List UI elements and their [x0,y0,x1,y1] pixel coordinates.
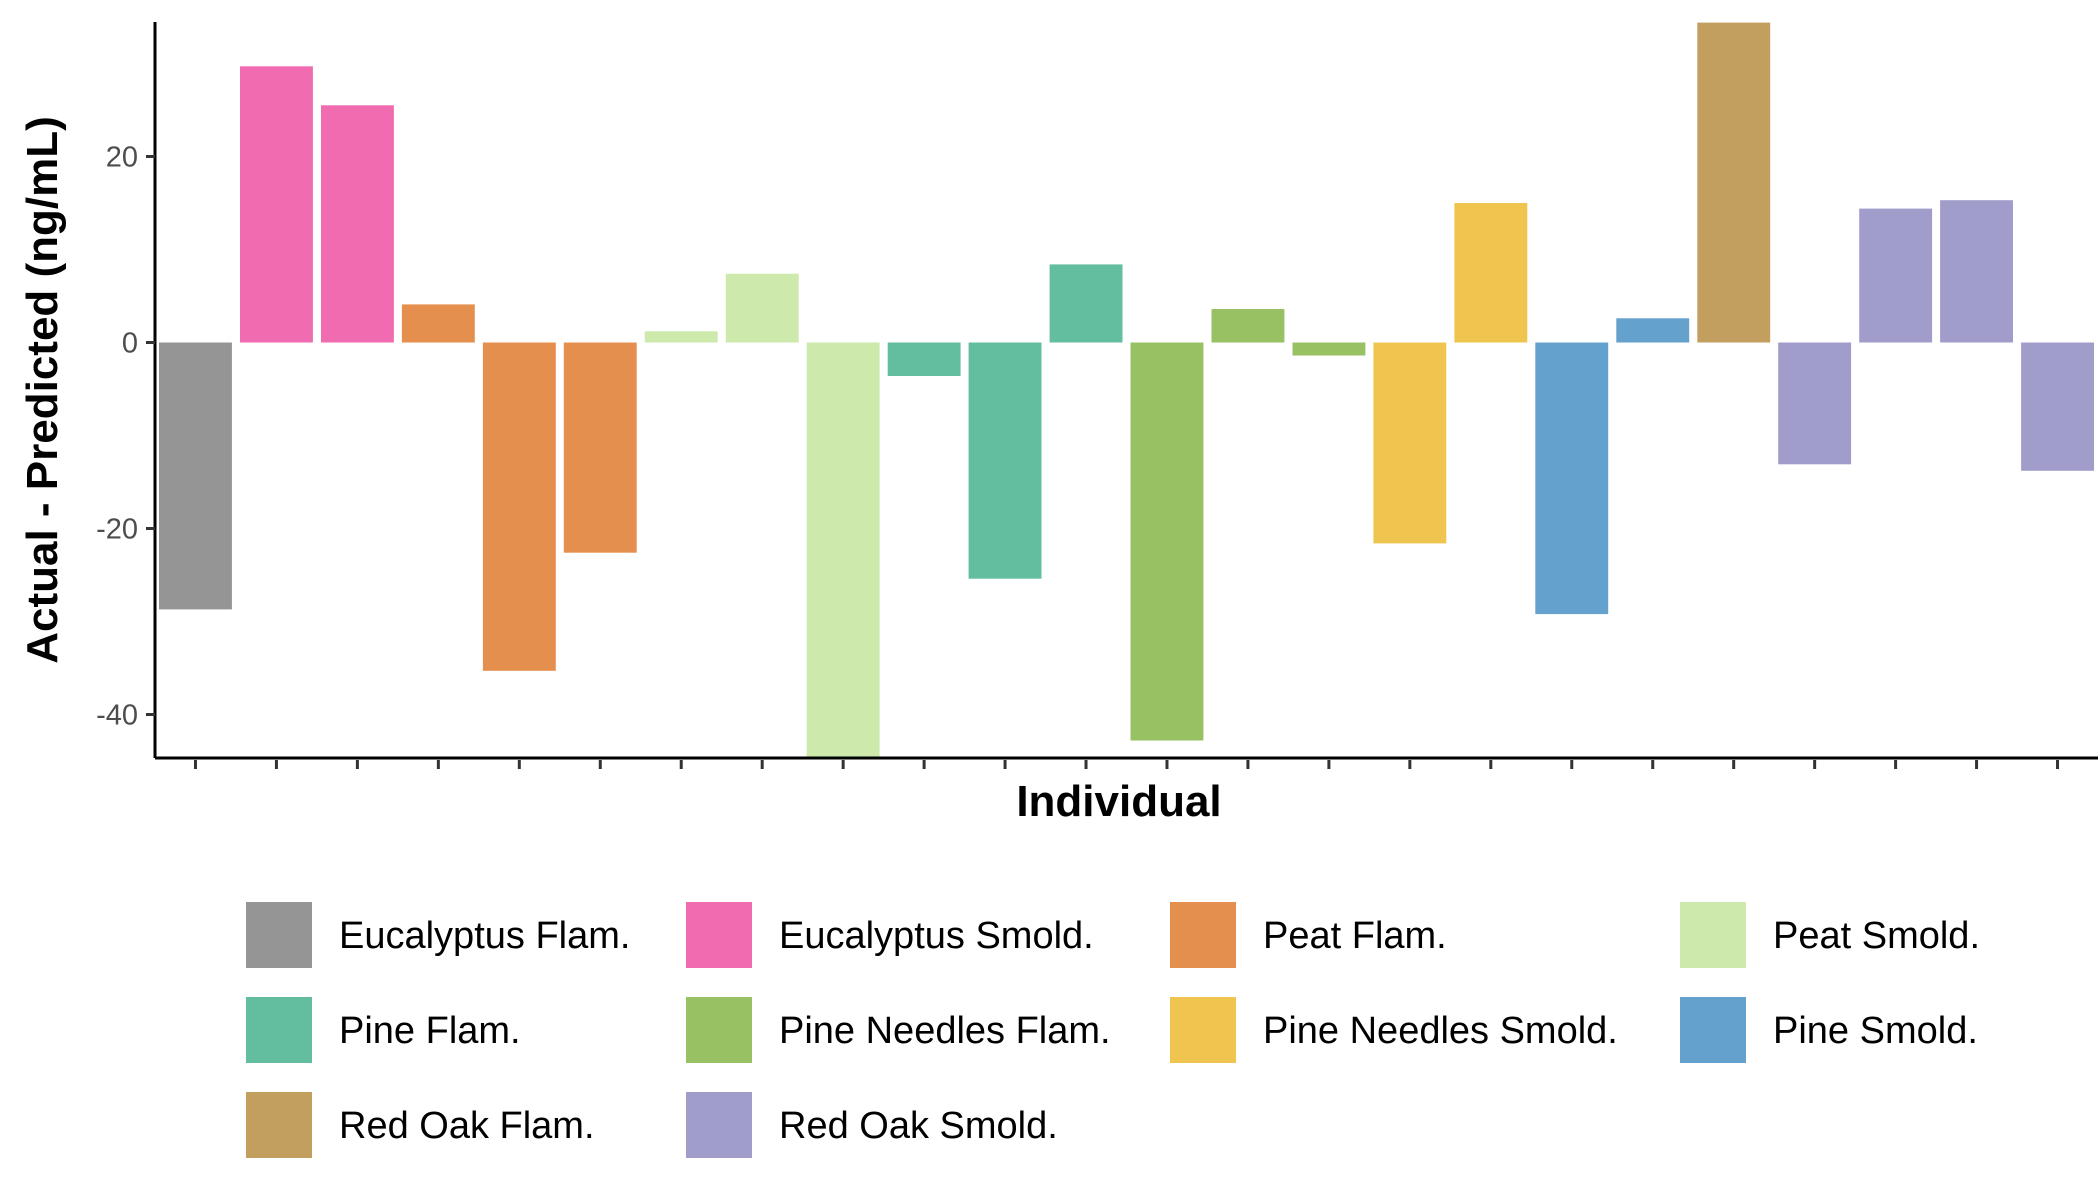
legend-swatch [686,902,752,968]
bar [1697,22,1771,343]
bar [2021,342,2094,471]
legend-swatch [1170,902,1236,968]
y-tick-label: -40 [96,700,138,732]
legend-swatch [246,997,312,1063]
legend-item: Eucalyptus Flam. [246,902,630,968]
bar [1130,342,1204,741]
bars-layer [159,22,2094,760]
bar [401,304,475,343]
legend-label: Red Oak Flam. [339,1105,595,1147]
legend-item: Peat Flam. [1170,902,1447,968]
bar [563,342,637,553]
legend-item: Pine Needles Flam. [686,997,1111,1063]
legend-label: Pine Needles Flam. [779,1010,1111,1052]
legend-swatch [246,1092,312,1158]
legend-label: Pine Smold. [1773,1010,1978,1052]
legend-swatch [1170,997,1236,1063]
x-axis-title: Individual [1016,777,1221,826]
legend-item: Pine Flam. [246,997,521,1063]
bar [1373,342,1447,544]
bar [1454,203,1528,343]
bar [1211,309,1285,343]
bar [1535,342,1609,615]
bar [968,342,1042,579]
y-tick-label: 20 [106,142,138,174]
y-axis-title: Actual - Predicted (ng/mL) [18,116,67,664]
y-tick-label: 0 [122,328,138,360]
legend-swatch [246,902,312,968]
legend-label: Peat Flam. [1263,915,1447,957]
legend-item: Peat Smold. [1680,902,1980,968]
legend-item: Eucalyptus Smold. [686,902,1094,968]
legend-swatch [686,997,752,1063]
legend-label: Pine Flam. [339,1010,521,1052]
y-axis: 20 0 -20 -40 [96,142,155,732]
bar [240,66,313,343]
legend-swatch [686,1092,752,1158]
bar [1049,264,1123,343]
legend: Eucalyptus Flam. Eucalyptus Smold. Peat Fl… [246,902,1980,1158]
y-tick-label: -20 [96,514,138,546]
legend-item: Red Oak Flam. [246,1092,595,1158]
legend-swatch [1680,997,1746,1063]
bar [1616,318,1690,343]
legend-item: Pine Smold. [1680,997,1978,1063]
bar [1940,200,2013,343]
bar [321,105,394,343]
bar [725,273,799,343]
legend-label: Red Oak Smold. [779,1105,1058,1147]
legend-item: Red Oak Smold. [686,1092,1058,1158]
legend-label: Peat Smold. [1773,915,1980,957]
legend-label: Eucalyptus Smold. [779,915,1094,957]
x-axis-ticks [193,760,2060,769]
bar [887,342,961,376]
legend-item: Pine Needles Smold. [1170,997,1618,1063]
bar [482,342,556,671]
bar [159,342,232,610]
bar [806,342,880,760]
bar [644,331,718,343]
bar [1859,208,1933,343]
legend-label: Pine Needles Smold. [1263,1010,1618,1052]
bar [1778,342,1852,465]
legend-swatch [1680,902,1746,968]
legend-label: Eucalyptus Flam. [339,915,630,957]
bar [1292,342,1366,356]
